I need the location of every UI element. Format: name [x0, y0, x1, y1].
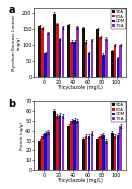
Bar: [67, 25, 70, 77]
Bar: [117, 58, 119, 77]
Bar: [82, 139, 85, 170]
Bar: [85, 136, 88, 170]
Bar: [70, 42, 73, 77]
Bar: [47, 132, 50, 170]
Bar: [56, 116, 58, 170]
Bar: [38, 26, 41, 77]
Bar: [47, 33, 50, 77]
Bar: [99, 136, 102, 170]
Bar: [53, 111, 56, 170]
Bar: [119, 126, 122, 170]
Bar: [44, 53, 47, 77]
Y-axis label: Protein (ug/g): Protein (ug/g): [20, 122, 24, 150]
Bar: [41, 136, 44, 170]
Bar: [76, 27, 79, 77]
Bar: [111, 51, 114, 77]
Bar: [38, 141, 41, 170]
Bar: [73, 120, 76, 170]
Text: b: b: [8, 99, 15, 108]
Bar: [96, 139, 99, 170]
Bar: [91, 40, 93, 77]
Bar: [82, 28, 85, 77]
Bar: [99, 37, 102, 77]
X-axis label: Tricyclazole (mg/L): Tricyclazole (mg/L): [57, 178, 103, 184]
Legend: SDA, PDA, CDM, TEA: SDA, PDA, CDM, TEA: [111, 102, 126, 122]
Bar: [41, 28, 44, 77]
Bar: [67, 126, 70, 170]
Bar: [119, 45, 122, 77]
Bar: [88, 53, 90, 77]
Bar: [70, 121, 73, 170]
Legend: SDA, PDA, CDM, TEA: SDA, PDA, CDM, TEA: [111, 9, 126, 29]
Bar: [102, 135, 105, 170]
Bar: [105, 141, 108, 170]
Bar: [96, 29, 99, 77]
Bar: [76, 121, 79, 170]
Bar: [56, 24, 58, 77]
Bar: [62, 116, 64, 170]
Bar: [44, 133, 47, 170]
Bar: [85, 42, 88, 77]
Bar: [59, 39, 61, 77]
Bar: [102, 54, 105, 77]
Bar: [114, 45, 116, 77]
Bar: [117, 135, 119, 170]
Bar: [105, 39, 108, 77]
Bar: [73, 42, 76, 77]
Bar: [59, 115, 61, 170]
Bar: [111, 133, 114, 170]
Bar: [91, 133, 93, 170]
Bar: [88, 136, 90, 170]
X-axis label: Tricyclazole (mg/L): Tricyclazole (mg/L): [57, 85, 103, 90]
Bar: [53, 14, 56, 77]
Bar: [62, 27, 64, 77]
Y-axis label: Mycelium Biomass Content
(mg/g): Mycelium Biomass Content (mg/g): [12, 15, 21, 70]
Text: a: a: [8, 5, 15, 15]
Bar: [114, 136, 116, 170]
